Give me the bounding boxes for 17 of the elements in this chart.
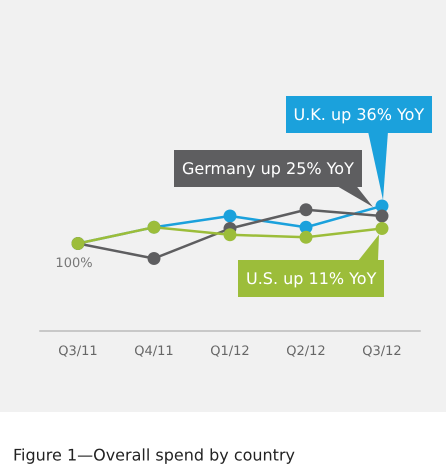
point — [148, 252, 160, 265]
x-tick-label: Q4/11 — [134, 344, 174, 359]
text: Figure 1—Overall spend by country — [13, 446, 295, 464]
point — [224, 228, 236, 242]
annotation: Germany up 25% YoY — [174, 150, 362, 186]
x-tick-label: Q2/12 — [286, 344, 326, 359]
annotation: 100% — [55, 256, 93, 271]
annotation: U.S. up 11% YoY — [238, 260, 384, 297]
point — [376, 222, 388, 235]
point — [376, 210, 388, 222]
point — [300, 230, 312, 244]
point — [300, 203, 312, 216]
point — [224, 210, 236, 222]
x-tick-label: Q1/12 — [210, 344, 250, 359]
x-tick-label: Q3/11 — [58, 344, 98, 359]
annotation: U.K. up 36% YoY — [286, 96, 432, 132]
x-tick-label: Q3/12 — [362, 344, 402, 359]
